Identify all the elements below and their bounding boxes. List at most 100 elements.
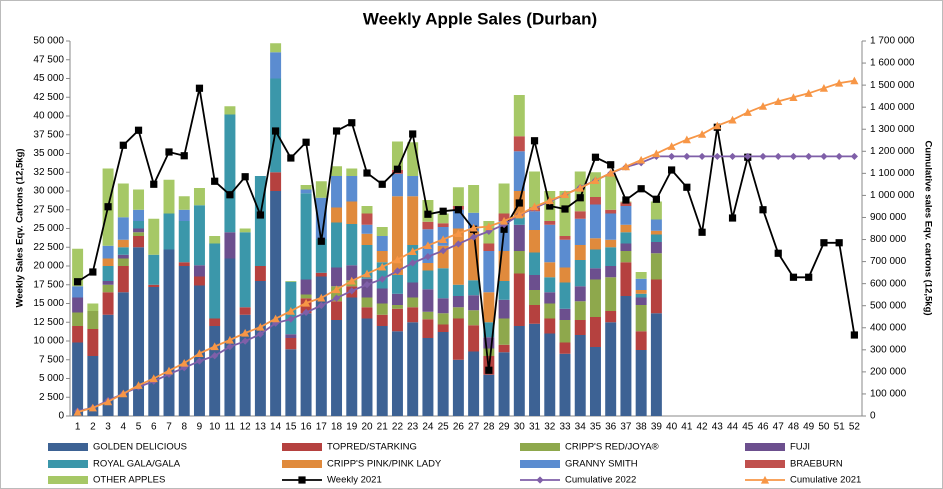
marker (713, 152, 721, 161)
bar-segment (437, 268, 449, 299)
marker (424, 210, 432, 218)
bar-segment (498, 251, 510, 281)
line (77, 88, 856, 371)
bar-segment (559, 236, 571, 240)
y-tick-label: 12 500 (33, 317, 64, 328)
bar-segment (346, 176, 358, 202)
marker (621, 162, 631, 171)
bar-segment (559, 191, 571, 236)
x-tick-label: 30 (514, 422, 526, 433)
bar-segment (72, 326, 84, 343)
bar-segment (437, 332, 449, 416)
marker (743, 108, 752, 116)
bar-segment (361, 224, 373, 234)
bar-segment (589, 238, 601, 250)
bar-segment (407, 322, 419, 416)
marker (774, 152, 782, 161)
bar-series (72, 191, 662, 416)
marker (150, 180, 158, 188)
marker (298, 476, 306, 484)
bar-segment (544, 221, 556, 225)
bar-segment (635, 297, 647, 305)
bar-segment (102, 314, 114, 416)
bar-segment (331, 166, 343, 176)
y2-axis-label: Cumulative sales Eqv. cartons (12,5kg) (922, 140, 933, 315)
marker (226, 191, 234, 199)
bar-segment (589, 279, 601, 317)
x-tick-label: 23 (407, 422, 419, 433)
legend-label: CRIPP'S RED/JOYA® (565, 442, 659, 453)
legend-swatch (282, 460, 322, 468)
legend-item: GRANNY SMITH (520, 459, 638, 470)
marker (149, 374, 158, 383)
bar-segment (117, 239, 129, 248)
marker (317, 301, 325, 310)
bar-segment (285, 349, 297, 416)
bar-segment (72, 342, 84, 416)
bar-segment (559, 267, 571, 283)
x-tick-label: 37 (620, 422, 632, 433)
bar-segment (498, 352, 510, 416)
legend-swatch (48, 460, 88, 468)
marker (409, 259, 417, 267)
bar-segment (361, 307, 373, 319)
bar-segment (178, 209, 190, 221)
marker (287, 154, 295, 162)
bar-segment (468, 185, 480, 213)
bar-segment (407, 297, 419, 308)
marker (759, 206, 767, 214)
x-tick-label: 29 (499, 422, 511, 433)
marker (393, 267, 402, 275)
bar-segment (437, 313, 449, 325)
marker (348, 287, 356, 295)
bar-segment (529, 211, 541, 230)
bar-segment (209, 236, 221, 244)
bar-segment (117, 266, 129, 293)
marker (119, 141, 127, 149)
bar-segment (148, 287, 160, 416)
x-tick-label: 3 (105, 422, 111, 433)
x-tick-label: 40 (666, 422, 678, 433)
marker (485, 366, 493, 374)
marker (347, 276, 356, 285)
bar-segment (498, 281, 510, 300)
x-tick-label: 34 (575, 422, 587, 433)
marker (272, 319, 280, 327)
bar-segment (468, 310, 480, 326)
marker (256, 211, 264, 219)
marker (683, 152, 691, 161)
marker (378, 180, 386, 188)
bar-segment (498, 299, 510, 319)
bar-segment (605, 239, 617, 248)
bar-segment (331, 207, 343, 223)
legend-item: ROYAL GALA/GALA (48, 459, 181, 470)
marker (439, 207, 447, 215)
bar-segment (270, 52, 282, 79)
bar-segment (605, 266, 617, 278)
marker (607, 161, 615, 169)
bar-segment (315, 181, 327, 198)
y2-tick-label: 400 000 (870, 322, 907, 333)
bar-segment (209, 326, 221, 416)
y2-tick-label: 600 000 (870, 278, 907, 289)
bar-segment (209, 243, 221, 319)
bar-segment (178, 262, 190, 266)
bar-segment (361, 245, 373, 279)
bar-segment (574, 211, 586, 219)
marker (561, 205, 569, 213)
marker (774, 97, 783, 106)
bar-segment (437, 245, 449, 269)
x-tick-label: 25 (438, 422, 450, 433)
bar-segment (376, 314, 388, 326)
bar-segment (331, 176, 343, 208)
bar-segment (544, 292, 556, 304)
bar-segment (361, 297, 373, 308)
bar-segment (300, 279, 312, 295)
bar-segment (254, 176, 266, 266)
y2-tick-label: 700 000 (870, 256, 907, 267)
bar-segment (529, 323, 541, 416)
marker (454, 229, 463, 237)
marker (637, 185, 645, 193)
bar-segment (498, 183, 510, 214)
marker (760, 475, 770, 484)
